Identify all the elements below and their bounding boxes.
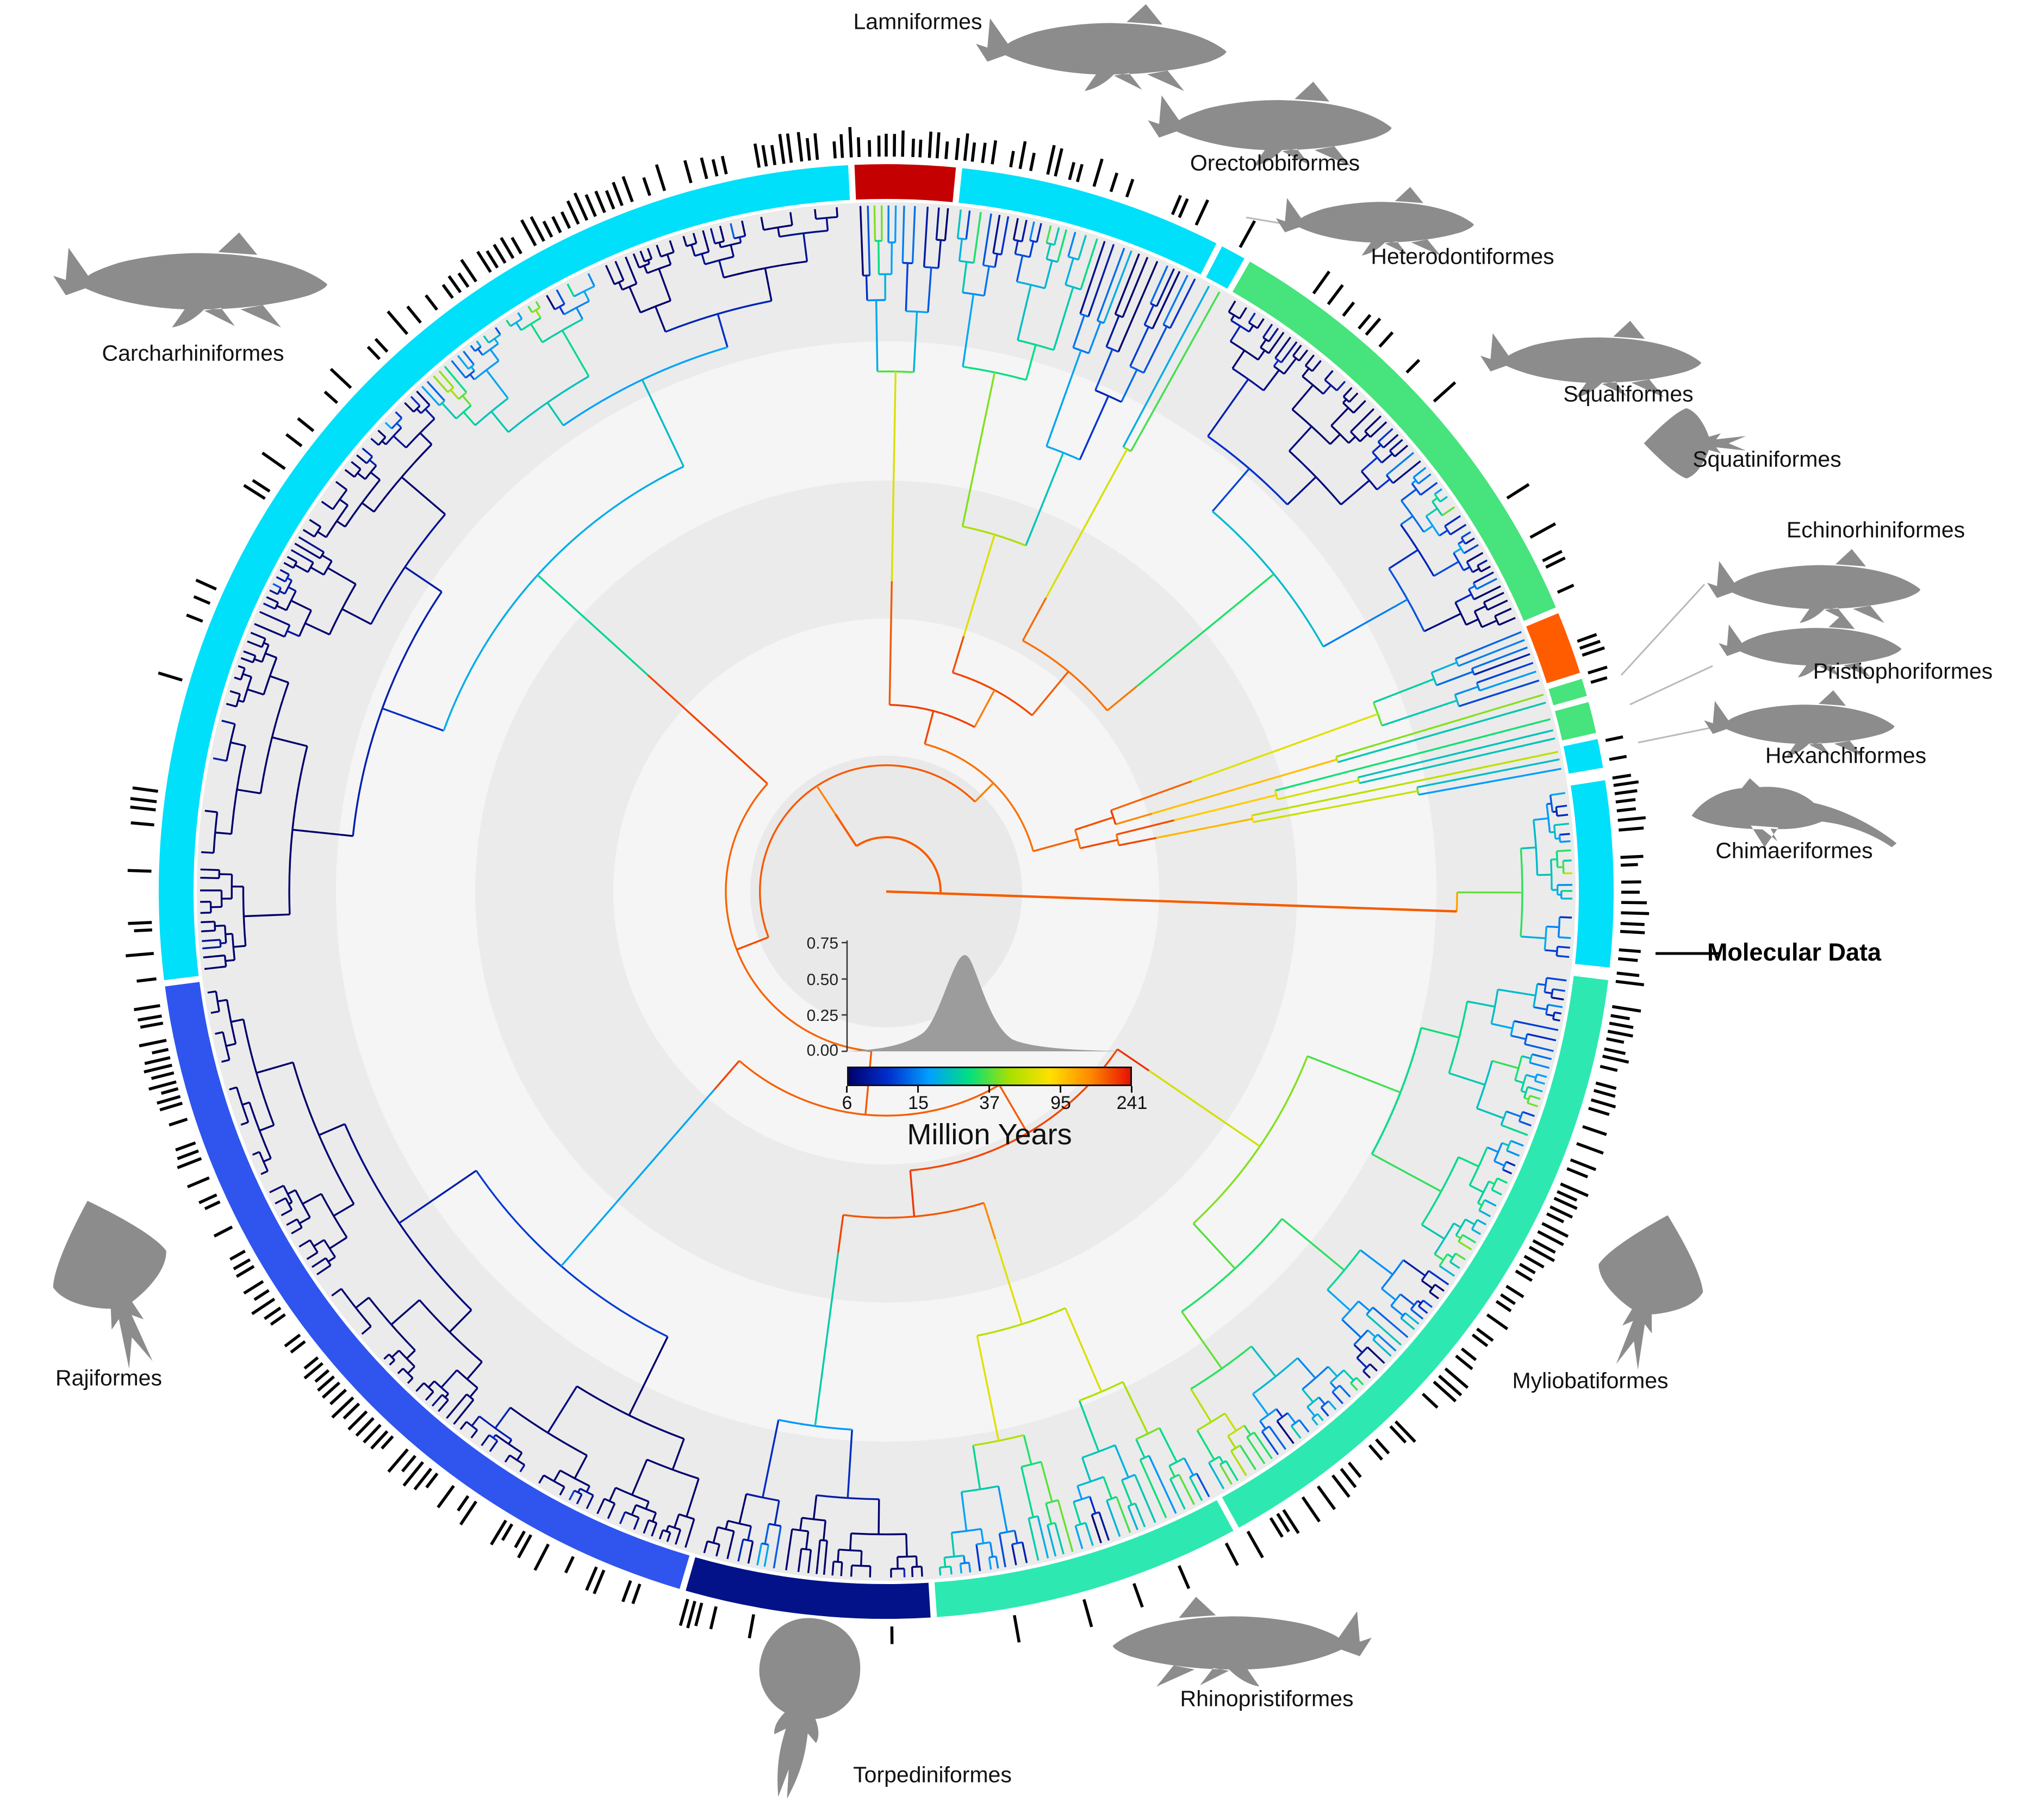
scale-tick bbox=[846, 1086, 848, 1093]
tree-branches bbox=[200, 205, 1572, 1578]
order-ring-segment bbox=[854, 164, 956, 202]
order-label-chimaeriformes: Chimaeriformes bbox=[1715, 838, 1873, 863]
order-ring-segment bbox=[1222, 976, 1609, 1528]
order-label-hexanchiformes: Hexanchiformes bbox=[1765, 743, 1927, 768]
order-ring-segment bbox=[1526, 613, 1580, 684]
order-ring-segment bbox=[1570, 780, 1614, 968]
shark-silhouette-icon bbox=[1664, 548, 1968, 624]
scale-tick-labels: 6 15 37 95 241 bbox=[799, 1093, 1148, 1117]
ray-silhouette-icon bbox=[1, 1170, 227, 1396]
leader-line bbox=[1620, 583, 1706, 676]
scale-tick bbox=[988, 1086, 990, 1093]
ray-silhouette-icon bbox=[1547, 1191, 1747, 1391]
density-curve bbox=[847, 955, 1132, 1051]
time-scale-legend: 0.75 0.50 0.25 0.00 6 15 37 95 241 Milli… bbox=[799, 931, 1148, 1151]
ray-silhouette-icon bbox=[1642, 396, 1748, 491]
y-tick-label: 0.25 bbox=[807, 1007, 838, 1025]
order-ring-segment bbox=[959, 168, 1217, 275]
shark-silhouette-icon bbox=[1093, 1595, 1386, 1688]
order-label-pristiophoriformes: Pristiophoriformes bbox=[1813, 658, 1993, 684]
scale-tick bbox=[1131, 1086, 1132, 1093]
order-ring-segment bbox=[934, 1500, 1234, 1617]
order-label-rajiformes: Rajiformes bbox=[55, 1365, 162, 1391]
scale-tick-label: 15 bbox=[908, 1093, 929, 1113]
order-label-myliobatiformes: Myliobatiformes bbox=[1512, 1368, 1669, 1393]
scale-tick bbox=[1060, 1086, 1061, 1093]
order-label-torpediniformes: Torpediniformes bbox=[853, 1762, 1012, 1787]
y-tick-label: 0.00 bbox=[807, 1042, 838, 1059]
molecular-data-ticks bbox=[126, 127, 1650, 1653]
color-scale-ticks bbox=[799, 1086, 1147, 1093]
leader-line bbox=[1638, 725, 1721, 744]
scale-tick-label: 95 bbox=[1050, 1093, 1071, 1113]
scale-tick bbox=[917, 1086, 919, 1093]
order-ring-segment bbox=[686, 1557, 931, 1619]
y-tick-label: 0.50 bbox=[807, 971, 838, 989]
order-label-squatiniformes: Squatiniformes bbox=[1692, 446, 1841, 472]
order-label-squaliformes: Squaliformes bbox=[1563, 381, 1694, 407]
order-label-orectolobiformes: Orectolobiformes bbox=[1190, 150, 1360, 176]
order-ring bbox=[159, 164, 1614, 1619]
molecular-data-label: Molecular Data bbox=[1707, 938, 1882, 966]
order-ring-segment bbox=[1232, 261, 1556, 621]
order-ring-segment bbox=[159, 165, 850, 981]
color-scale-bar bbox=[847, 1067, 1132, 1086]
order-label-lamniformes: Lamniformes bbox=[853, 9, 982, 34]
order-label-heterodontiformes: Heterodontiformes bbox=[1371, 244, 1554, 269]
shark-silhouette-icon bbox=[976, 3, 1231, 92]
order-label-carcharhiniformes: Carcharhiniformes bbox=[102, 340, 284, 366]
y-tick-label: 0.75 bbox=[807, 934, 838, 952]
order-label-rhinopristiformes: Rhinopristiformes bbox=[1180, 1686, 1354, 1711]
order-ring-segment bbox=[1548, 678, 1587, 706]
order-ring-segment bbox=[1563, 739, 1603, 774]
order-label-echinorhiniformes: Echinorhiniformes bbox=[1786, 517, 1965, 543]
shark-silhouette-icon bbox=[52, 231, 334, 329]
order-ring-segment bbox=[1206, 246, 1244, 289]
order-ring-segment bbox=[1554, 702, 1596, 741]
tip-age-density-plot: 0.75 0.50 0.25 0.00 bbox=[807, 934, 1132, 1059]
scale-tick-label: 37 bbox=[979, 1093, 1000, 1113]
scale-tick-label: 241 bbox=[1116, 1093, 1148, 1113]
time-axis-label: Million Years bbox=[907, 1118, 1072, 1151]
scale-tick-label: 6 bbox=[842, 1093, 853, 1113]
leader-line bbox=[1629, 665, 1713, 706]
order-ring-segment bbox=[165, 982, 690, 1589]
